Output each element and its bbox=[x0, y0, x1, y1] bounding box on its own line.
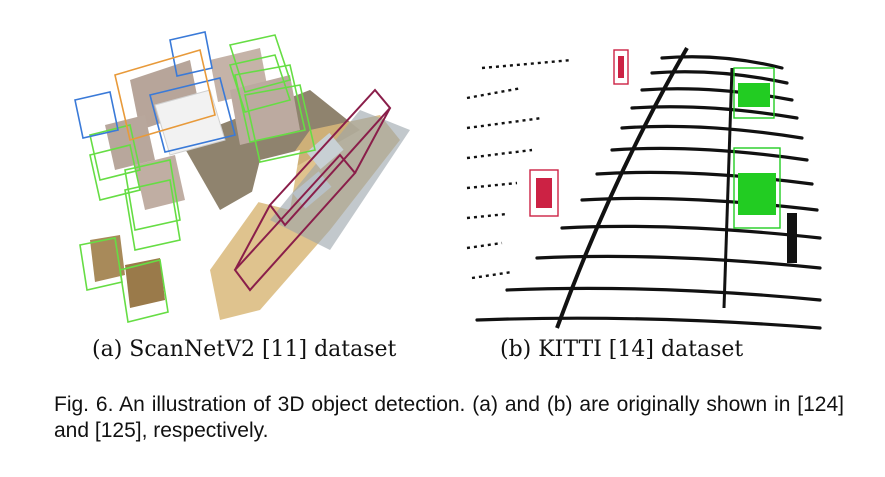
kitti-pointcloud-image bbox=[462, 38, 822, 330]
scannet-scene-image bbox=[60, 20, 440, 340]
scannet-scene-illustration bbox=[74, 31, 410, 323]
figure-caption: Fig. 6. An illustration of 3D object det… bbox=[54, 393, 844, 442]
subfigure-a-caption: (a) ScanNetV2 [11] dataset bbox=[92, 337, 397, 362]
subfigure-b-caption: (b) KITTI [14] dataset bbox=[500, 337, 744, 362]
kitti-pointcloud-illustration bbox=[466, 47, 822, 330]
